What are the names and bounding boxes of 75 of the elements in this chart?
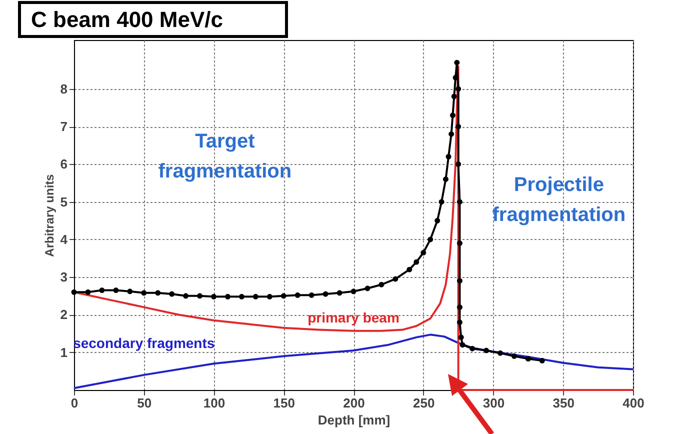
point <box>252 294 258 300</box>
point <box>322 291 328 297</box>
point <box>448 131 454 137</box>
x-tick-label: 250 <box>413 396 435 410</box>
point <box>498 350 503 356</box>
point <box>378 282 384 288</box>
point <box>406 266 412 272</box>
point <box>456 124 462 130</box>
point <box>456 199 462 205</box>
annotation: Target fragmentation <box>158 130 292 183</box>
point <box>525 356 531 362</box>
point <box>428 236 434 242</box>
point <box>434 218 440 224</box>
point <box>456 278 462 284</box>
point <box>224 294 230 300</box>
x-tick-label: 350 <box>552 396 574 410</box>
y-axis-title: Arbitrary units <box>42 174 56 257</box>
point <box>99 288 105 293</box>
point <box>470 346 476 352</box>
point <box>392 276 398 282</box>
y-tick-label: 5 <box>60 194 68 210</box>
point <box>266 294 272 300</box>
point <box>438 199 444 205</box>
x-tick-label: 50 <box>137 396 152 410</box>
chart-title: C beam 400 MeV/c <box>18 1 288 38</box>
y-tick-label: 2 <box>60 307 68 322</box>
x-tick-label: 400 <box>622 396 644 410</box>
point <box>420 250 426 256</box>
x-tick-label: 200 <box>343 396 365 410</box>
point <box>183 293 189 299</box>
point <box>113 288 119 293</box>
point <box>450 112 456 118</box>
y-tick-label: 8 <box>60 81 68 96</box>
point <box>141 290 147 296</box>
point <box>458 334 464 340</box>
point <box>155 290 161 296</box>
point <box>456 240 462 246</box>
x-axis-title: Depth [mm] <box>318 412 390 428</box>
point <box>456 320 462 325</box>
point <box>511 353 517 359</box>
point <box>308 292 314 298</box>
point <box>197 293 203 299</box>
point <box>280 293 286 299</box>
point <box>414 259 420 265</box>
point <box>127 288 133 294</box>
point <box>211 294 216 300</box>
y-tick-label: 3 <box>60 270 68 285</box>
point <box>456 86 462 92</box>
point <box>460 342 466 348</box>
y-tick-label: 4 <box>60 232 68 247</box>
point <box>294 292 300 298</box>
point <box>484 348 489 354</box>
series-label: primary beam <box>308 309 400 326</box>
y-tick-label: 6 <box>60 156 68 172</box>
point <box>350 288 356 294</box>
point <box>442 176 448 182</box>
point <box>456 304 462 310</box>
point <box>364 286 370 292</box>
x-tick-label: 300 <box>482 396 505 410</box>
y-tick-label: 7 <box>60 119 68 134</box>
x-tick-label: 150 <box>273 396 295 410</box>
point <box>446 154 452 160</box>
annotation: Projectile fragmentation <box>492 174 626 226</box>
point <box>451 94 457 100</box>
x-tick-label: 100 <box>203 396 226 410</box>
point <box>71 289 77 295</box>
point <box>85 289 91 295</box>
y-tick-label: 1 <box>60 344 68 360</box>
x-tick-label: 0 <box>70 396 78 410</box>
point <box>456 161 462 167</box>
point <box>336 290 342 296</box>
point <box>238 294 244 300</box>
point <box>169 291 175 297</box>
point <box>539 358 545 364</box>
point <box>454 60 460 66</box>
